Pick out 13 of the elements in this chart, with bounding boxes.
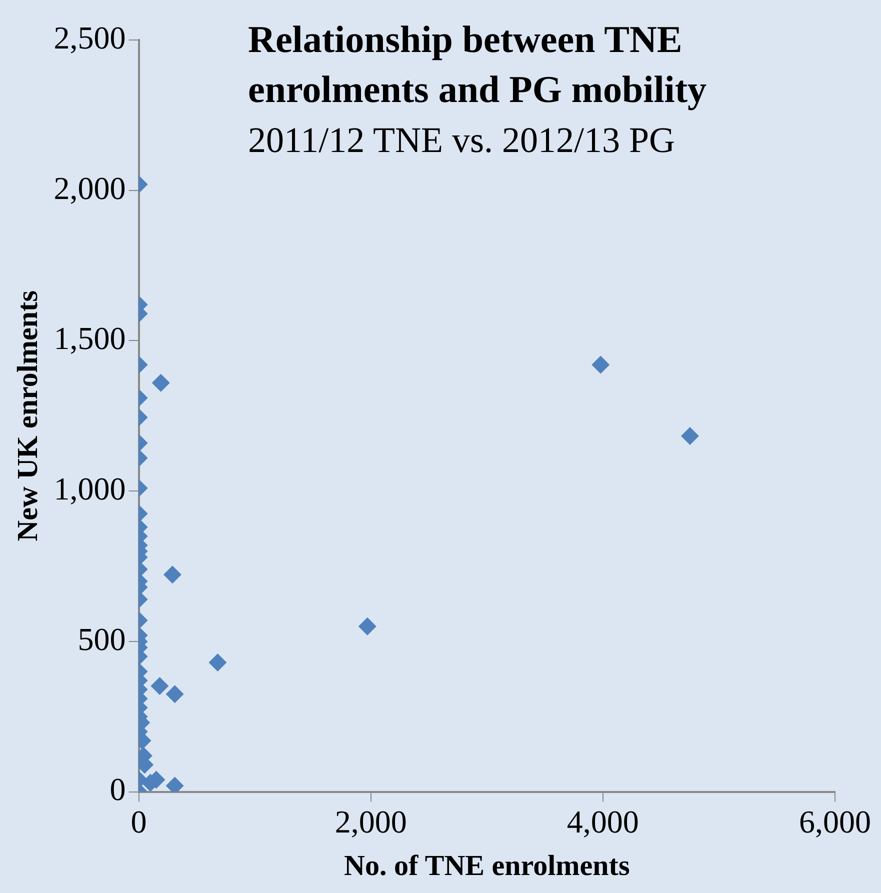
y-axis-title: New UK enrolments	[12, 290, 44, 542]
y-tick-label: 0	[110, 771, 126, 808]
y-tick-label: 2,500	[54, 19, 126, 56]
x-tick-label: 2,000	[334, 803, 407, 840]
y-tick-label: 500	[78, 620, 126, 657]
text: 2011/12 TNE vs. 2012/13 PG	[248, 120, 676, 160]
x-tick-label: 6,000	[799, 803, 871, 840]
x-tick-label: 4,000	[566, 803, 639, 840]
y-tick-label: 2,000	[54, 170, 126, 206]
x-axis-title: No. of TNE enrolments	[344, 850, 630, 882]
y-tick-label: 1,000	[54, 470, 126, 506]
y-tick-label: 1,500	[54, 320, 126, 356]
chart-title: Relationship between TNE enrolments and PG mobility	[248, 19, 706, 111]
